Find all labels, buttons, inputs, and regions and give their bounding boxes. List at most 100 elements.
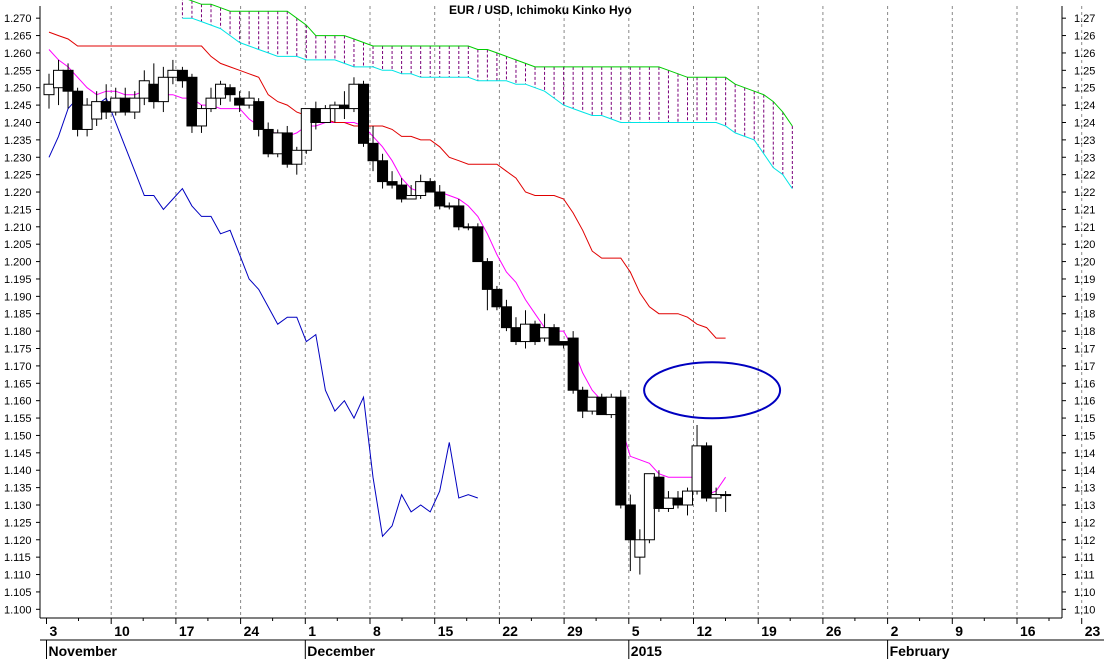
candle-body [281, 132, 293, 165]
y-tick-label-right: 1.13 [1074, 500, 1095, 512]
y-tick-label-right: 1.14 [1074, 448, 1095, 460]
y-tick-label-left: 1.205 [4, 239, 32, 251]
y-tick-label-right: 1.16 [1074, 396, 1095, 408]
y-tick-label-right: 1.15 [1074, 430, 1095, 442]
candle-body [653, 476, 665, 509]
candle-body [205, 97, 217, 110]
candle-body [119, 97, 131, 113]
y-tick-label-left: 1.140 [4, 465, 32, 477]
month-label: 2015 [631, 643, 662, 659]
y-tick-label-right: 1.23 [1074, 135, 1095, 147]
candle-body [62, 69, 74, 92]
candle-body [243, 97, 255, 106]
y-tick-label-left: 1.250 [4, 83, 32, 95]
candle-body [253, 101, 265, 130]
chart-title: EUR / USD, Ichimoku Kinko Hyo [449, 3, 632, 17]
y-tick-label-left: 1.210 [4, 222, 32, 234]
y-tick-label-right: 1.21 [1074, 204, 1095, 216]
candle-body [596, 396, 608, 416]
y-tick-label-left: 1.215 [4, 204, 32, 216]
y-tick-label-left: 1.120 [4, 535, 32, 547]
candle-body [272, 132, 284, 155]
x-tick-label: 23 [1085, 623, 1101, 639]
y-tick-label-right: 1.22 [1074, 170, 1095, 182]
candle-body [396, 184, 408, 200]
y-tick-label-left: 1.235 [4, 135, 32, 147]
annotation-layer [643, 361, 782, 420]
candles-layer [43, 59, 732, 575]
x-tick-label: 10 [114, 623, 130, 639]
y-tick-label-left: 1.100 [4, 604, 32, 616]
candle-body [624, 504, 636, 541]
month-label: November [49, 643, 118, 659]
y-tick-label-left: 1.265 [4, 31, 32, 43]
y-tick-label-right: 1.24 [1074, 117, 1095, 129]
candle-body [462, 226, 474, 229]
y-tick-label-right: 1.16 [1074, 378, 1095, 390]
candle-body [558, 341, 570, 346]
candle-body [100, 101, 112, 113]
annotation-ellipse [643, 361, 782, 420]
y-tick-label-right: 1.13 [1074, 483, 1095, 495]
y-tick-label-left: 1.240 [4, 117, 32, 129]
y-tick-label-left: 1.195 [4, 274, 32, 286]
candle-body [357, 83, 369, 144]
candle-body [215, 83, 227, 99]
indicator-line-4 [182, 17, 793, 189]
y-tick-label-left: 1.125 [4, 517, 32, 529]
candle-body [291, 149, 303, 165]
y-tick-label-left: 1.230 [4, 152, 32, 164]
candle-body [586, 396, 598, 412]
candle-body [672, 497, 684, 506]
candle-body [262, 128, 274, 155]
candle-body [367, 142, 379, 162]
candle-body [405, 195, 417, 200]
x-tick-label: 1 [308, 623, 316, 639]
x-tick-label: 17 [179, 623, 195, 639]
candle-body [329, 104, 341, 110]
ichimoku-cloud [181, 0, 793, 189]
x-tick-label: 24 [244, 623, 260, 639]
x-tick-label: 3 [50, 623, 58, 639]
candle-body [529, 323, 541, 343]
y-tick-label-right: 1.21 [1074, 222, 1095, 234]
candle-body [415, 181, 427, 197]
candle-body [710, 494, 722, 499]
y-tick-label-left: 1.150 [4, 430, 32, 442]
candle-body [176, 69, 188, 82]
candle-body [691, 445, 703, 492]
candle-body [310, 108, 322, 123]
x-tick-label: 5 [632, 623, 640, 639]
candle-body [720, 494, 732, 497]
candle-body [472, 226, 484, 263]
candle-body [443, 205, 455, 208]
y-tick-label-left: 1.180 [4, 326, 32, 338]
y-tick-label-left: 1.270 [4, 13, 32, 25]
y-tick-label-left: 1.155 [4, 413, 32, 425]
candle-body [481, 261, 493, 290]
indicator-line-3 [188, 0, 793, 127]
candle-body [377, 160, 389, 183]
candle-body [682, 490, 694, 506]
x-tick-label: 26 [826, 623, 842, 639]
candle-body [186, 76, 198, 127]
y-tick-label-left: 1.225 [4, 170, 32, 182]
candle-body [386, 181, 398, 186]
y-tick-label-right: 1.10 [1074, 587, 1095, 599]
candle-body [195, 108, 207, 127]
y-tick-label-right: 1.26 [1074, 31, 1095, 43]
candle-body [615, 396, 627, 506]
x-tick-label: 16 [1020, 623, 1036, 639]
y-tick-label-left: 1.160 [4, 396, 32, 408]
y-tick-label-right: 1.17 [1074, 361, 1095, 373]
x-tick-label: 8 [373, 623, 381, 639]
x-tick-label: 9 [955, 623, 963, 639]
y-tick-label-left: 1.260 [4, 48, 32, 60]
y-tick-label-right: 1.12 [1074, 517, 1095, 529]
y-tick-label-left: 1.135 [4, 483, 32, 495]
indicator-line-2 [48, 31, 726, 339]
candle-body [539, 327, 551, 339]
candle-body [424, 181, 436, 193]
grid-layer [110, 6, 1083, 618]
